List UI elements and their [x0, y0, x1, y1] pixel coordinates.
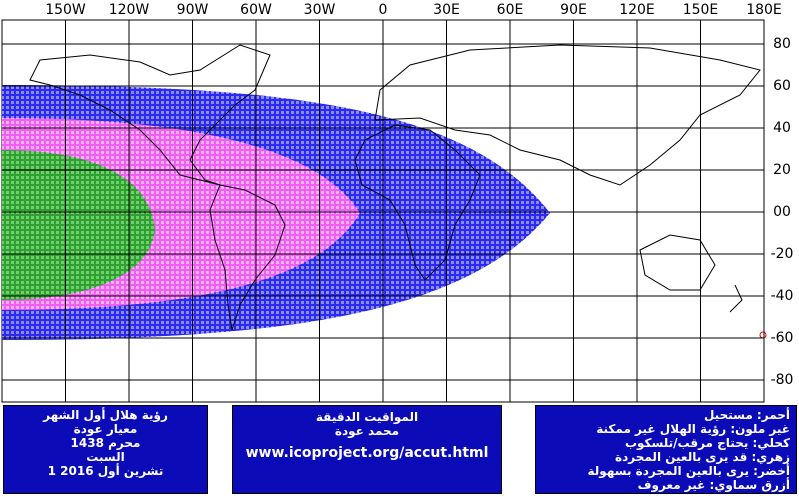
lat-label: 60	[773, 78, 791, 94]
lat-label: 20	[773, 162, 791, 178]
lon-label: 180E	[746, 2, 782, 18]
lon-label: 120W	[109, 2, 150, 18]
lon-label: 150E	[683, 2, 719, 18]
box-line: 1 تشرين أول 2016	[47, 464, 164, 478]
lat-label: -80	[771, 372, 794, 388]
lat-label: -60	[771, 330, 794, 346]
lat-label: -40	[771, 288, 794, 304]
box-line: محرم 1438	[70, 436, 141, 450]
lon-label: 30E	[433, 2, 460, 18]
map: 150W 120W 90W 60W 30W 0 30E 60E 90E 120E 150E 180E 8…	[1, 2, 794, 403]
box-line: أحمر: مستحيل	[703, 408, 790, 422]
lon-label: 90W	[177, 2, 209, 18]
box-line: محمد عودة	[334, 424, 400, 438]
lon-label: 150W	[45, 2, 86, 18]
box-line: المواقيت الدقيقة	[315, 410, 419, 424]
box-line: كحلي: يحتاج مرقب/تلسكوب	[624, 436, 790, 450]
lat-label: -20	[771, 246, 794, 262]
box-line: أزرق سماوي: غير معروف	[637, 478, 790, 492]
lon-label: 90E	[560, 2, 587, 18]
info-box-right: أحمر: مستحيل غير ملون: رؤية الهلال غير مم…	[535, 405, 797, 494]
lon-label: 60E	[497, 2, 524, 18]
box-line: غير ملون: رؤية الهلال غير ممكنة	[596, 422, 790, 436]
box-line: أخضر: يرى بالعين المجردة بسهولة	[587, 464, 790, 478]
lon-label: 120E	[619, 2, 655, 18]
box-line: www.icoproject.org/accut.html	[245, 445, 489, 461]
info-box-middle: المواقيت الدقيقة محمد عودة www.icoproject.…	[232, 405, 502, 494]
lat-label: 80	[773, 36, 791, 52]
box-line: السبت	[86, 450, 125, 464]
box-line: معيار عودة	[73, 422, 138, 436]
lon-label: 60W	[240, 2, 272, 18]
lon-label: 0	[379, 2, 388, 18]
region-easy	[2, 150, 155, 300]
box-line: زهري: قد يرى بالعين المجردة	[615, 450, 790, 464]
lat-label: 00	[773, 204, 791, 220]
info-box-left: رؤية هلال أول الشهر معيار عودة محرم 1438 ال…	[3, 405, 208, 494]
box-line: رؤية هلال أول الشهر	[43, 408, 168, 422]
lon-label: 30W	[304, 2, 336, 18]
lat-label: 40	[773, 120, 791, 136]
